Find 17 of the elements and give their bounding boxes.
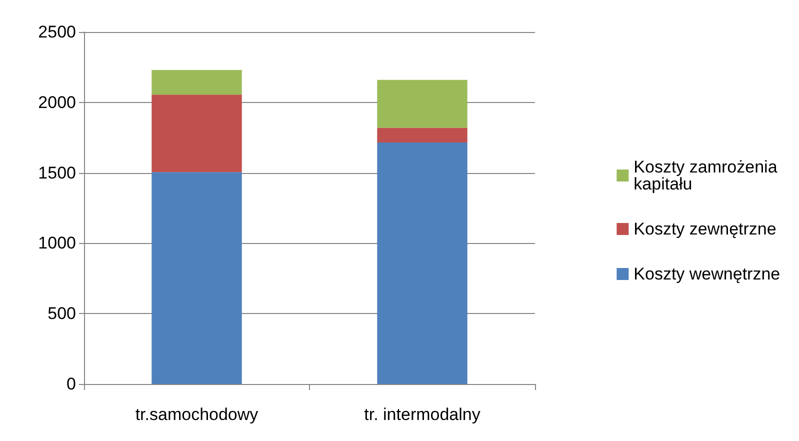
y-tick-label: 500	[48, 304, 76, 324]
y-tick-label: 2000	[38, 92, 76, 112]
legend-label: Koszty zewnętrzne	[634, 220, 776, 238]
bar	[152, 70, 242, 95]
bar	[377, 80, 468, 128]
bar	[152, 94, 242, 172]
x-tick-label: tr.samochodowy	[135, 405, 259, 424]
bar	[377, 128, 468, 143]
y-tick-label: 2500	[38, 22, 76, 42]
legend-label: Koszty zamrożenia kapitału	[634, 158, 782, 194]
y-tick-label: 1500	[38, 163, 76, 182]
bar	[377, 142, 468, 384]
bar	[152, 172, 242, 384]
y-tick-label: 1000	[38, 234, 76, 253]
y-tick-label: 0	[66, 374, 76, 394]
x-tick-label: tr. intermodalny	[364, 405, 481, 424]
legend-label: Koszty wewnętrzne	[634, 264, 780, 284]
